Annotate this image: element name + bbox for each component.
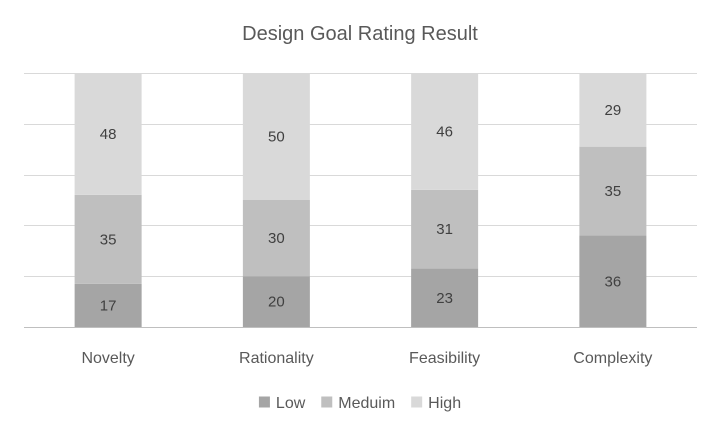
data-label: 48 [100,126,117,143]
legend-label: High [428,395,461,412]
legend-swatch [321,396,333,408]
bar-high-feasibility [411,73,479,190]
bar-low-complexity [579,235,647,327]
data-labels: 17 35 48 20 30 50 23 31 46 36 35 29 [100,102,621,315]
bar-meduim-novelty [74,194,142,284]
x-tick-label: Rationality [239,350,314,367]
data-label: 50 [268,129,285,146]
data-label: 29 [605,102,622,119]
bars [74,73,647,327]
legend-label: Meduim [338,395,395,412]
legend-swatch [258,396,270,408]
data-label: 46 [436,123,453,140]
chart-title: Design Goal Rating Result [242,23,478,45]
data-label: 36 [605,273,622,290]
x-tick-label: Feasibility [409,350,480,367]
bar-low-novelty [74,283,142,327]
legend-item-high: High [411,395,461,412]
bar-meduim-rationality [242,200,310,277]
bar-low-rationality [242,276,310,327]
bar-low-feasibility [411,268,479,327]
data-label: 23 [436,290,453,307]
legend-item-meduim: Meduim [321,395,395,412]
data-label: 35 [100,231,117,248]
legend-label: Low [276,395,306,412]
data-label: 17 [100,297,117,314]
legend-swatch [411,396,423,408]
data-label: 35 [605,183,622,200]
x-axis: Novelty Rationality Feasibility Complexity [81,350,652,367]
legend-item-low: Low [258,395,306,412]
data-label: 20 [268,294,285,311]
bar-high-rationality [242,73,310,200]
x-tick-label: Complexity [573,350,652,367]
bar-high-complexity [579,73,647,147]
legend: Low Meduim High [258,395,461,412]
x-tick-label: Novelty [81,350,134,367]
data-label: 31 [436,221,453,238]
bar-meduim-complexity [579,146,647,236]
bar-high-novelty [74,73,142,195]
bar-meduim-feasibility [411,189,479,269]
data-label: 30 [268,230,285,247]
